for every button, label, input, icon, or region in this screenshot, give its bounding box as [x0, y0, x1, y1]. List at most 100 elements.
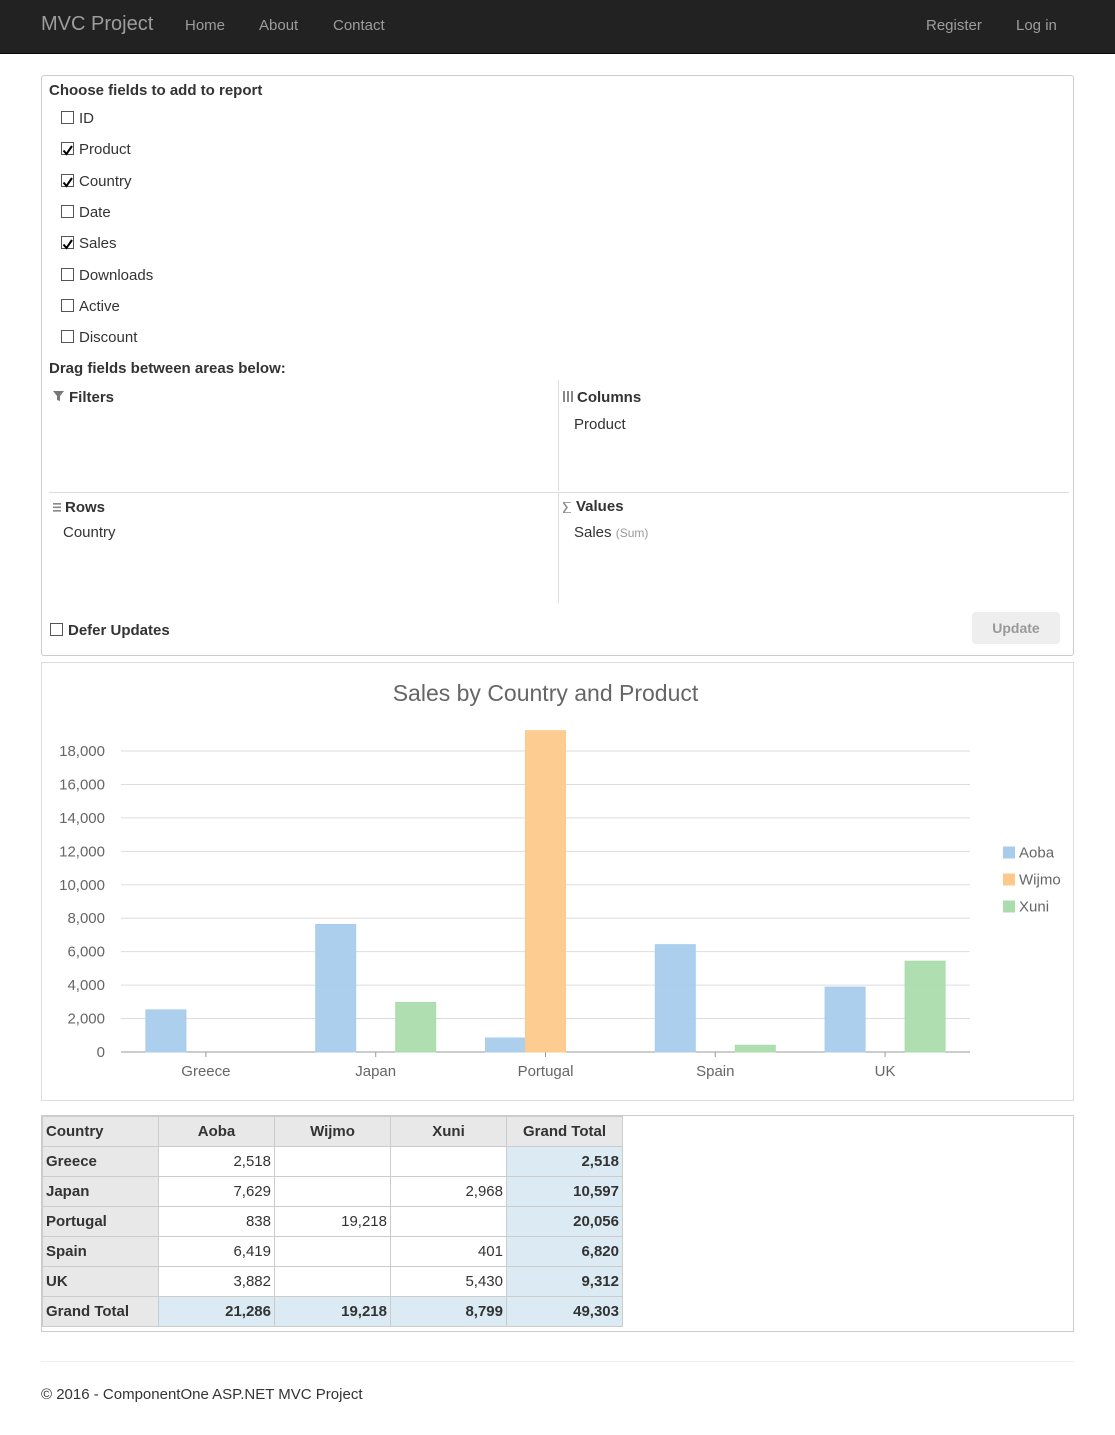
filters-area[interactable]: Filters [49, 380, 558, 491]
field-label[interactable]: Downloads [79, 266, 154, 284]
bar [145, 1009, 187, 1053]
aggregate: (Sum) [615, 526, 649, 540]
field-label[interactable]: Active [79, 297, 120, 315]
column-header: Grand Total [506, 1116, 623, 1147]
nav-link[interactable]: Contact [333, 17, 385, 34]
area-item[interactable]: Product [574, 416, 626, 433]
cell [274, 1236, 391, 1267]
check-mark [62, 239, 73, 250]
y-tick-label: 12,000 [59, 843, 105, 860]
checkbox[interactable] [61, 204, 74, 218]
grid-row: Spain 6,419 401 6,820 [42, 1236, 623, 1267]
brand[interactable]: MVC Project [41, 13, 154, 35]
rows-area[interactable]: Rows Country [49, 492, 1069, 604]
row-header: Japan [42, 1176, 159, 1207]
y-tick-label: 16,000 [59, 776, 105, 793]
drag-title: Drag fields between areas below: [49, 360, 286, 377]
legend-swatch [1003, 873, 1015, 886]
area-item[interactable]: Sales (Sum) [574, 524, 648, 541]
area-title: Columns [577, 389, 642, 406]
y-tick-label: 10,000 [59, 877, 105, 894]
nav-link[interactable]: Home [185, 17, 226, 34]
checkbox[interactable] [61, 236, 74, 250]
field-name: Sales [574, 524, 612, 541]
columns-area[interactable]: Columns Product [558, 380, 1068, 491]
legend-label: Xuni [1019, 899, 1049, 916]
checkbox[interactable] [61, 142, 74, 156]
chart-container: Sales by Country and Product 0 2,000 4,000 6… [41, 662, 1074, 1101]
x-tick-label: Spain [696, 1063, 734, 1080]
legend-swatch [1003, 846, 1015, 859]
values-area[interactable]: Values Sales (Sum) [558, 493, 1068, 603]
panel-title: Choose fields to add to report [49, 82, 263, 99]
column-header: Country [42, 1116, 159, 1147]
bar [525, 730, 566, 1053]
y-tick-label: 4,000 [67, 977, 105, 994]
field-label[interactable]: Date [79, 203, 111, 221]
navbar: MVC Project Home About Contact Register … [0, 0, 1115, 54]
x-tick-label: Japan [355, 1063, 396, 1080]
update-button[interactable]: Update [972, 612, 1060, 644]
check-mark [62, 177, 73, 188]
checkbox[interactable] [50, 623, 63, 636]
bar [904, 960, 946, 1053]
cell [274, 1146, 391, 1177]
chart: Sales by Country and Product 0 2,000 4,000 6… [59, 680, 1061, 1080]
cell: 6,820 [506, 1236, 623, 1267]
bar [485, 1037, 526, 1053]
cell [390, 1146, 507, 1177]
cell: 2,968 [390, 1176, 507, 1207]
grid-row: UK 3,882 5,430 9,312 [42, 1266, 623, 1297]
nav-link[interactable]: Register [926, 17, 982, 34]
chart-title: Sales by Country and Product [393, 680, 699, 706]
grid-row: Grand Total 21,286 19,218 8,799 49,303 [42, 1296, 623, 1327]
row-header: UK [42, 1266, 159, 1297]
cell: 3,882 [158, 1266, 275, 1297]
cell: 10,597 [506, 1176, 623, 1207]
y-tick-label: 8,000 [67, 910, 105, 927]
row-header: Greece [42, 1146, 159, 1177]
check-mark [62, 145, 73, 156]
field-panel: Choose fields to add to report ID Product… [41, 75, 1074, 656]
cell [274, 1266, 391, 1297]
area-title: Filters [69, 389, 115, 406]
field-label[interactable]: Country [79, 172, 132, 190]
x-tick-label: UK [875, 1063, 896, 1080]
footer: © 2016 - ComponentOne ASP.NET MVC Projec… [41, 1386, 363, 1403]
nav-link[interactable]: About [259, 17, 299, 34]
column-header: Wijmo [274, 1116, 391, 1147]
cell: 6,419 [158, 1236, 275, 1267]
row-header: Spain [42, 1236, 159, 1267]
cell [390, 1206, 507, 1237]
legend-label: Wijmo [1019, 872, 1061, 889]
checkbox[interactable] [61, 267, 74, 281]
field-label[interactable]: ID [79, 110, 94, 127]
field-label[interactable]: Sales [79, 235, 117, 253]
cell: 7,629 [158, 1176, 275, 1207]
grid-row: Greece 2,518 2,518 [42, 1146, 623, 1177]
header-row: Country Aoba Wijmo Xuni Grand Total [42, 1116, 623, 1147]
area-title: Values [576, 498, 624, 515]
area-item[interactable]: Country [63, 524, 116, 541]
field-label[interactable]: Product [79, 141, 131, 159]
x-tick-label: Portugal [518, 1063, 574, 1080]
bar [315, 923, 357, 1053]
checkbox[interactable] [61, 173, 74, 188]
pivot-grid: Country Aoba Wijmo Xuni Grand Total Greece 2,5… [41, 1115, 1074, 1332]
area-title: Rows [65, 499, 106, 516]
checkbox[interactable] [61, 330, 74, 344]
checkbox[interactable] [61, 111, 74, 124]
cell: 19,218 [274, 1296, 391, 1327]
legend-swatch [1003, 900, 1015, 913]
cell: 2,518 [506, 1146, 623, 1177]
column-header: Aoba [158, 1116, 275, 1147]
cell: 21,286 [158, 1296, 275, 1327]
row-header: Grand Total [42, 1296, 159, 1327]
checkbox[interactable] [61, 298, 74, 312]
x-tick-label: Greece [181, 1063, 230, 1080]
nav-link[interactable]: Log in [1016, 17, 1057, 34]
rows-icon [53, 503, 61, 512]
cell: 401 [390, 1236, 507, 1267]
field-label[interactable]: Discount [79, 329, 138, 347]
columns-icon [563, 391, 573, 402]
